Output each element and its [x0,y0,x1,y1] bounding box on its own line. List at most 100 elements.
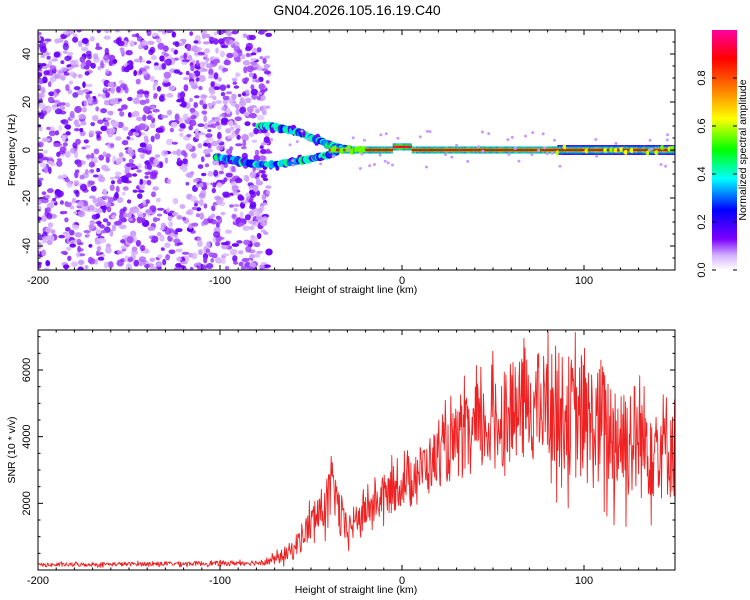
spectrogram-noise-blob [73,180,80,186]
colorbar-tick-label: 0.0 [696,262,708,277]
spectrogram-noise-blob [196,261,202,266]
spectrogram-carrier-core [420,148,422,152]
spectrogram-noise-blob [144,65,150,70]
spectrogram-noise-blob [157,42,165,50]
spectrogram-noise-blob [228,98,233,104]
spectrogram-noise-blob [38,250,41,255]
spectrogram-noise-blob [249,204,256,210]
spectrogram-noise-blob [148,49,154,56]
spectrogram-noise-blob [56,160,63,167]
spectrogram-carrier-core [404,145,406,149]
spectrogram-noise-blob [249,225,255,230]
y-tick-label: 6000 [21,358,33,382]
spectrogram-carrier-core [574,148,577,152]
spectrogram-noise-blob [228,120,234,127]
spectrogram-noise-blob [152,217,158,223]
snr-xlabel: Height of straight line (km) [295,584,418,596]
spectrogram-noise-blob [239,211,244,219]
spectrogram-carrier-core [535,148,538,152]
spectrogram-noise-blob [137,213,144,218]
spectrogram-noise-blob [219,84,227,91]
spectrogram-noise-blob [259,264,265,269]
spectrogram-noise-blob [190,65,195,72]
spectrogram-carrier-core [416,148,418,152]
spectrogram-noise-blob [202,41,210,45]
spectrogram-noise-blob [84,265,89,270]
spectrogram-noise-blob [223,194,228,198]
spectrogram-noise-blob [152,186,159,191]
spectrogram-carrier-core [515,148,517,152]
spectrogram-noise-blob [95,46,103,50]
spectrogram-carrier-core [421,148,424,152]
spectrogram-noise-blob [218,38,225,45]
spectrogram-carrier-core [576,148,578,152]
spectrogram-noise-blob [78,242,84,246]
spectrogram-noise-blob [110,87,115,94]
spectrogram-carrier-core [551,148,554,152]
spectrogram-noise-blob [208,68,214,76]
spectrogram-noise-blob [90,169,94,173]
spectrogram-noise-blob [103,99,110,106]
spectrogram-carrier-core [400,145,402,149]
spectrogram-carrier-core [487,148,489,152]
spectrogram-noise-blob [166,109,173,116]
spectrogram-noise-blob [146,179,152,186]
spectrogram-faint-point [550,151,554,155]
spectrogram-noise-blob [212,182,217,188]
spectrogram-noise-blob [235,143,243,147]
spectrogram-faint-point [513,147,517,150]
spectrogram-noise-blob [189,97,193,103]
spectrogram-noise-blob [89,223,94,230]
spectrogram-noise-blob [40,62,47,67]
spectrogram-carrier-core [644,148,647,152]
spectrogram-noise-blob [46,55,51,60]
spectrogram-noise-blob [56,190,64,198]
spectrogram-carrier-core [582,148,584,152]
spectrogram-carrier-core [365,148,367,152]
spectrogram-faint-point [517,159,521,163]
spectrogram-noise-blob [60,60,65,65]
spectrogram-carrier-core [635,148,638,152]
spectrogram-noise-blob [79,184,88,191]
spectrogram-noise-blob [245,52,250,58]
spectrogram-noise-blob [83,139,89,144]
spectrogram-noise-blob [65,131,71,136]
spectrogram-noise-blob [194,95,200,99]
spectrogram-faint-point [291,159,295,163]
spectrogram-faint-point [331,155,335,159]
spectrogram-noise-blob [57,175,64,180]
spectrogram-noise-blob [82,88,90,93]
spectrogram-noise-blob [47,81,52,88]
spectrogram-noise-blob [243,66,248,74]
spectrogram-noise-blob [196,207,202,212]
spectrogram-carrier-core [464,148,466,152]
spectrogram-noise-blob [109,143,115,148]
spectrogram-noise-blob [59,146,67,153]
spectrogram-noise-blob [122,126,129,131]
spectrogram-noise-blob [265,32,273,38]
spectrogram-noise-blob [99,238,107,244]
spectrogram-carrier-core [557,148,559,152]
spectrogram-noise-blob [103,54,110,61]
spectrogram-noise-blob [260,148,267,155]
spectrogram-noise-blob [179,123,186,129]
spectrogram-noise-blob [231,243,240,247]
spectrogram-noise-blob [146,115,153,121]
spectrogram-noise-blob [117,98,123,102]
spectrogram-carrier-core [497,148,500,152]
spectrogram-noise-blob [60,33,68,40]
spectrogram-noise-blob [256,91,263,96]
spectrogram-noise-blob [131,33,138,38]
spectrogram-carrier-core [369,148,372,152]
spectrogram-carrier-core [554,148,556,152]
spectrogram-carrier-core [522,148,524,152]
spectrogram-faint-point [378,153,382,157]
spectrogram-carrier-core [633,148,635,152]
spectrogram-noise-blob [70,239,75,243]
spectrogram-noise-blob [199,212,205,220]
spectrogram-noise-blob [213,169,219,177]
spectrogram-noise-blob [77,266,84,270]
spectrogram-noise-blob [217,77,222,82]
spectrogram-noise-blob [156,197,161,203]
spectrogram-noise-blob [236,240,243,244]
